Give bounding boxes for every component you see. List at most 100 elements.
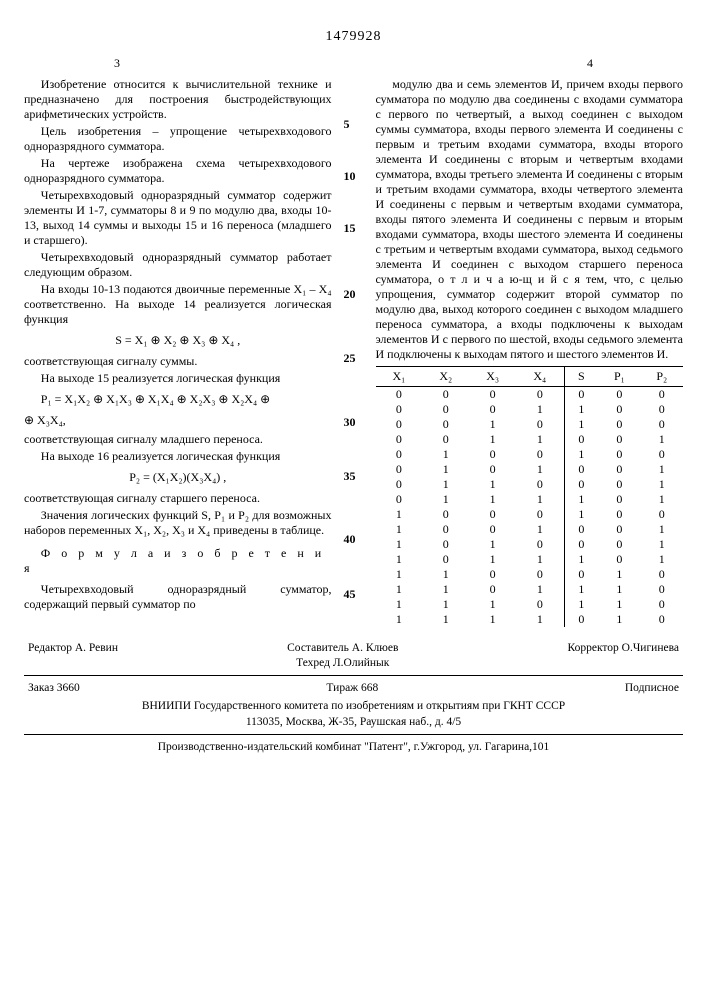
table-cell: 1: [422, 477, 469, 492]
table-cell: 0: [376, 386, 423, 402]
table-cell: 0: [598, 417, 640, 432]
table-cell: 0: [469, 402, 516, 417]
table-cell: 1: [376, 567, 423, 582]
table-cell: 0: [598, 552, 640, 567]
table-cell: 1: [598, 567, 640, 582]
table-cell: 0: [376, 492, 423, 507]
table-cell: 1: [641, 492, 683, 507]
para: Значения логических функций S, P₁ и P₂ д…: [24, 508, 332, 538]
formula-heading: Ф о р м у л а и з о б р е т е н и я: [24, 546, 332, 576]
table-row: 0100100: [376, 447, 684, 462]
table-cell: 0: [422, 522, 469, 537]
line-number: 40: [344, 532, 364, 547]
table-cell: 0: [564, 386, 598, 402]
table-cell: 1: [516, 402, 564, 417]
table-cell: 1: [516, 492, 564, 507]
table-cell: 0: [469, 507, 516, 522]
right-column: модулю два и семь элементов И, причем вх…: [376, 77, 684, 627]
table-cell: 1: [564, 402, 598, 417]
table-cell: 0: [376, 432, 423, 447]
table-cell: 1: [516, 432, 564, 447]
formula-s: S = X₁ ⊕ X₂ ⊕ X₃ ⊕ X₄ ,: [24, 333, 332, 348]
table-cell: 0: [598, 386, 640, 402]
table-header: P₁: [598, 366, 640, 386]
table-cell: 1: [376, 582, 423, 597]
table-cell: 1: [469, 552, 516, 567]
table-row: 1111010: [376, 612, 684, 627]
table-cell: 0: [641, 386, 683, 402]
table-cell: 1: [641, 477, 683, 492]
tehred: Техред Л.Олийнык: [296, 656, 389, 670]
table-cell: 0: [516, 567, 564, 582]
corrector: Корректор О.Чигинева: [568, 641, 679, 671]
table-cell: 0: [598, 492, 640, 507]
line-number: 20: [344, 287, 364, 302]
table-cell: 1: [469, 432, 516, 447]
table-row: 1010001: [376, 537, 684, 552]
table-cell: 0: [564, 537, 598, 552]
table-cell: 0: [598, 432, 640, 447]
table-cell: 0: [564, 567, 598, 582]
table-cell: 1: [516, 462, 564, 477]
table-cell: 1: [422, 567, 469, 582]
table-cell: 1: [376, 597, 423, 612]
table-row: 0001100: [376, 402, 684, 417]
table-cell: 1: [598, 612, 640, 627]
table-cell: 0: [516, 597, 564, 612]
table-cell: 1: [641, 537, 683, 552]
table-cell: 0: [564, 432, 598, 447]
para: Четырехвходовый одноразрядный сумматор, …: [24, 582, 332, 612]
table-cell: 1: [641, 432, 683, 447]
table-cell: 1: [564, 417, 598, 432]
table-cell: 0: [422, 552, 469, 567]
table-row: 0010100: [376, 417, 684, 432]
table-cell: 0: [641, 417, 683, 432]
table-cell: 0: [641, 582, 683, 597]
table-row: 1101110: [376, 582, 684, 597]
table-cell: 1: [564, 492, 598, 507]
page-right: 4: [587, 56, 593, 71]
formula-p1b: ⊕ X₃X₄,: [24, 413, 332, 428]
separator: [24, 734, 683, 735]
table-cell: 0: [469, 447, 516, 462]
page-left: 3: [114, 56, 120, 71]
table-row: 1011101: [376, 552, 684, 567]
table-cell: 0: [641, 447, 683, 462]
table-row: 1100010: [376, 567, 684, 582]
table-cell: 1: [376, 612, 423, 627]
table-cell: 0: [422, 386, 469, 402]
table-header: X₂: [422, 366, 469, 386]
editor: Редактор А. Ревин: [28, 641, 118, 671]
table-cell: 0: [516, 386, 564, 402]
table-cell: 1: [516, 582, 564, 597]
para: соответствующая сигналу старшего перенос…: [24, 491, 332, 506]
table-cell: 1: [564, 447, 598, 462]
table-cell: 0: [469, 386, 516, 402]
para: Изобретение относится к вычислительной т…: [24, 77, 332, 122]
para: На выходе 15 реализуется логическая функ…: [24, 371, 332, 386]
table-cell: 1: [422, 597, 469, 612]
table-row: 0111101: [376, 492, 684, 507]
table-cell: 0: [598, 402, 640, 417]
table-cell: 1: [641, 462, 683, 477]
table-cell: 1: [469, 597, 516, 612]
table-cell: 0: [516, 447, 564, 462]
separator: [24, 675, 683, 676]
order: Заказ 3660: [28, 681, 80, 695]
para: Четырехвходовый одноразрядный сумматор с…: [24, 188, 332, 248]
table-cell: 0: [469, 582, 516, 597]
two-column-body: Изобретение относится к вычислительной т…: [24, 77, 683, 627]
table-row: 1110110: [376, 597, 684, 612]
table-cell: 0: [564, 612, 598, 627]
table-row: 1001001: [376, 522, 684, 537]
table-cell: 0: [376, 447, 423, 462]
table-cell: 0: [422, 402, 469, 417]
para: На входы 10-13 подаются двоичные перемен…: [24, 282, 332, 327]
table-cell: 0: [641, 402, 683, 417]
table-cell: 0: [564, 462, 598, 477]
table-header: X₁: [376, 366, 423, 386]
table-cell: 0: [422, 417, 469, 432]
table-cell: 1: [516, 612, 564, 627]
line-number: 15: [344, 221, 364, 236]
table-cell: 0: [598, 537, 640, 552]
